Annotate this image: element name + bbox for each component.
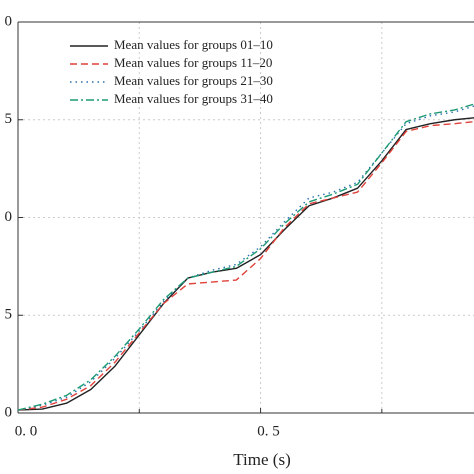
- y-tick-label: 5: [5, 111, 13, 127]
- legend-label: Mean values for groups 01–10: [114, 37, 273, 52]
- line-series: [17, 105, 474, 411]
- x-tick-label: 0. 0: [15, 423, 38, 439]
- legend-label: Mean values for groups 11–20: [114, 55, 272, 70]
- legend-label: Mean values for groups 21–30: [114, 73, 273, 88]
- legend-label: Mean values for groups 31–40: [114, 91, 273, 106]
- line-series: [17, 103, 474, 411]
- line-series: [17, 117, 474, 411]
- y-tick-label: 0: [5, 209, 13, 225]
- x-tick-label: 0. 5: [257, 423, 280, 439]
- y-tick-label: 5: [5, 307, 13, 323]
- y-tick-label: 0: [5, 13, 13, 29]
- y-tick-label: 0: [5, 404, 13, 420]
- x-axis-label: Time (s): [233, 450, 290, 469]
- line-series: [17, 121, 474, 411]
